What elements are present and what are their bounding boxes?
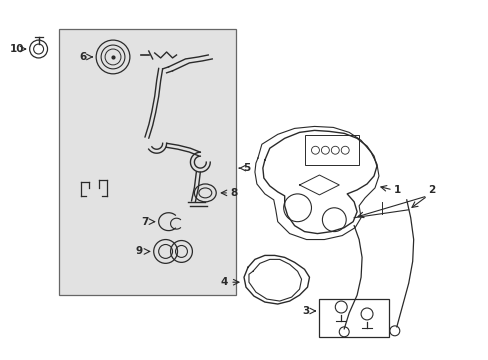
- Bar: [60, 29, 236, 295]
- Text: 5: 5: [243, 163, 250, 173]
- Text: 8: 8: [230, 188, 237, 198]
- Text: 9: 9: [136, 247, 142, 256]
- Text: 10: 10: [10, 44, 24, 54]
- Text: 7: 7: [141, 217, 148, 227]
- Text: 3: 3: [302, 306, 309, 316]
- Text: 2: 2: [427, 185, 435, 195]
- Text: 1: 1: [393, 185, 400, 195]
- Text: 6: 6: [79, 52, 86, 62]
- Text: 4: 4: [220, 277, 228, 287]
- Bar: [319, 299, 388, 337]
- Bar: [304, 135, 358, 165]
